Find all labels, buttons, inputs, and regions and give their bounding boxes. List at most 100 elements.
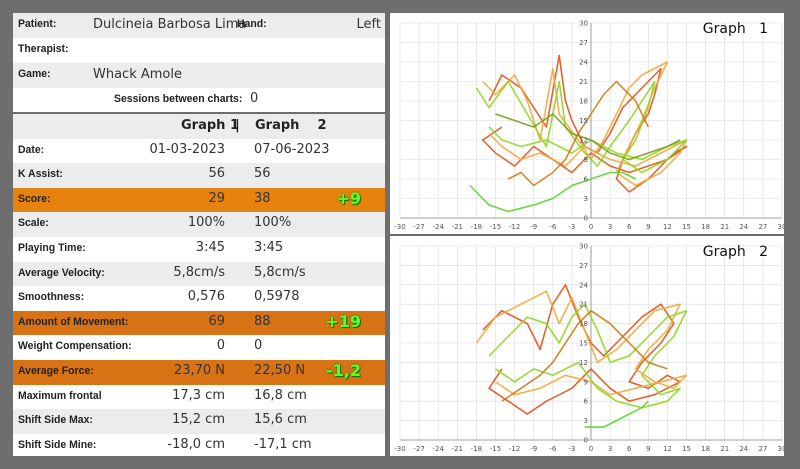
y-tick-label: 12: [579, 359, 588, 367]
series-line: [507, 80, 650, 187]
x-tick-label: 9: [646, 445, 650, 453]
x-tick-label: 0: [589, 223, 593, 231]
row-graph1-value: 01-03-2023: [149, 141, 225, 157]
row-graph1-value: 29: [208, 190, 225, 206]
y-tick-label: 30: [579, 20, 588, 28]
x-tick-label: 3: [608, 445, 612, 453]
game-value: Whack Amole: [93, 67, 182, 82]
x-tick-label: -12: [509, 445, 520, 453]
row-graph1-value: 15,2 cm: [172, 412, 225, 428]
row-graph2-value: 07-06-2023: [254, 141, 330, 157]
y-tick-label: 0: [584, 215, 588, 223]
x-tick-label: 30: [778, 223, 784, 231]
x-tick-label: 18: [701, 445, 710, 453]
x-tick-label: -24: [432, 223, 444, 231]
graph-2-plot: -30 -27 -24 -21 -18 -15 -12 -9 -6 -3 0 3 6 9 12 15 18 21 2…: [394, 243, 784, 454]
hand-value: Left: [356, 17, 381, 32]
x-tick-label: -21: [452, 223, 463, 231]
row-graph2-value: 3:45: [254, 240, 284, 255]
row-graph1-value: 23,70 N: [173, 363, 225, 378]
x-tick-label: -30: [394, 223, 405, 231]
y-tick-label: 15: [579, 117, 588, 125]
row-label: Maximum frontal: [18, 389, 102, 402]
x-tick-label: 21: [720, 445, 729, 453]
x-tick-label: -27: [413, 223, 424, 231]
row-graph2-value: 100%: [254, 215, 292, 231]
table-row: K Assist: 56 56: [13, 163, 385, 188]
x-tick-label: -30: [394, 445, 405, 453]
game-row: Game: Whack Amole: [13, 63, 385, 88]
row-graph1-value: 0: [216, 338, 225, 354]
row-graph2-value: -17,1 cm: [254, 436, 312, 452]
therapist-row: Therapist:: [13, 38, 385, 63]
row-graph2-value: 56: [254, 166, 271, 182]
row-label: Average Force:: [18, 365, 94, 377]
y-tick-label: 27: [579, 262, 588, 270]
y-tick-label: 18: [579, 320, 588, 328]
header-separator: |: [235, 118, 240, 133]
y-tick-label: 3: [584, 417, 588, 425]
row-graph1-value: 56: [208, 166, 225, 182]
graph-1-plot: -30 -27 -24 -21 -18 -15 -12 -9 -6 -3 0 3 6 9 12 15 18 21 2…: [394, 20, 784, 232]
y-tick-label: 9: [584, 156, 588, 164]
table-row: Maximum frontal 17,3 cm 16,8 cm: [13, 385, 385, 410]
x-tick-label: 12: [663, 445, 672, 453]
table-row: Weight Compensation: 0 0: [13, 335, 385, 360]
row-graph1-value: 17,3 cm: [172, 387, 225, 403]
y-tick-label: 21: [579, 301, 588, 309]
table-row: Shift Side Max: 15,2 cm 15,6 cm: [13, 409, 385, 434]
x-tick-label: -12: [509, 223, 520, 231]
series-line: [488, 303, 688, 409]
row-label: Playing Time:: [18, 242, 86, 254]
row-graph1-value: -18,0 cm: [167, 436, 225, 452]
y-tick-label: 6: [584, 398, 589, 406]
x-tick-label: 0: [589, 445, 593, 453]
hand-label: Hand:: [237, 18, 267, 30]
x-tick-label: 18: [701, 223, 710, 231]
y-tick-label: 9: [584, 378, 588, 386]
y-tick-label: 24: [579, 59, 588, 67]
graph-1-title: Graph 1: [702, 21, 768, 37]
header-graph2: Graph 2: [255, 118, 327, 133]
row-graph1-value: 5,8cm/s: [173, 264, 225, 280]
series-line: [482, 61, 688, 187]
table-row: Smoothness: 0,576 0,5978: [13, 286, 385, 311]
therapist-label: Therapist:: [18, 43, 69, 55]
x-tick-label: 6: [627, 445, 632, 453]
sessions-value: 0: [250, 91, 259, 106]
y-tick-label: 30: [579, 243, 588, 251]
comparison-table: Graph 1 | Graph 2 Date: 01-03-2023 07-06-2…: [13, 114, 385, 456]
sessions-label: Sessions between charts:: [114, 93, 243, 105]
table-row: Average Velocity: 5,8cm/s 5,8cm/s: [13, 261, 385, 287]
x-tick-label: 27: [758, 223, 767, 231]
y-tick-label: 6: [584, 176, 589, 184]
x-tick-label: -21: [452, 445, 463, 453]
game-label: Game:: [18, 68, 51, 80]
row-graph1-value: 0,576: [187, 289, 225, 305]
series-line: [584, 400, 649, 428]
row-graph2-value: 5,8cm/s: [254, 264, 306, 280]
row-graph2-value: 0: [254, 338, 263, 354]
series-line: [495, 113, 681, 161]
row-graph1-value: 69: [208, 313, 225, 329]
x-tick-label: 24: [739, 445, 748, 453]
series-line: [469, 171, 636, 213]
graph-2-panel: -30 -27 -24 -21 -18 -15 -12 -9 -6 -3 0 3 6 9 12 15 18 21 2…: [390, 236, 784, 456]
y-tick-label: 0: [584, 437, 588, 445]
row-graph2-value: 0,5978: [254, 289, 300, 305]
x-tick-label: -15: [490, 223, 501, 231]
patient-row: Patient: Dulcineia Barbosa Lima Hand: Le…: [13, 13, 385, 38]
row-label: Scale:: [18, 217, 49, 230]
patient-label: Patient:: [18, 18, 57, 30]
row-graph2-value: 15,6 cm: [254, 412, 307, 428]
row-graph2-value: 16,8 cm: [254, 387, 307, 403]
y-tick-label: 18: [579, 98, 588, 106]
row-label: Weight Compensation:: [18, 340, 132, 353]
row-label: Shift Side Max:: [18, 414, 93, 427]
header-graph1: Graph 1: [181, 118, 239, 133]
x-tick-label: -18: [471, 223, 482, 231]
x-tick-label: 30: [778, 445, 784, 453]
graph-1-panel: -30 -27 -24 -21 -18 -15 -12 -9 -6 -3 0 3 6 9 12 15 18 21 2…: [390, 13, 784, 234]
x-tick-label: -9: [530, 223, 537, 231]
x-tick-label: 21: [720, 223, 729, 231]
